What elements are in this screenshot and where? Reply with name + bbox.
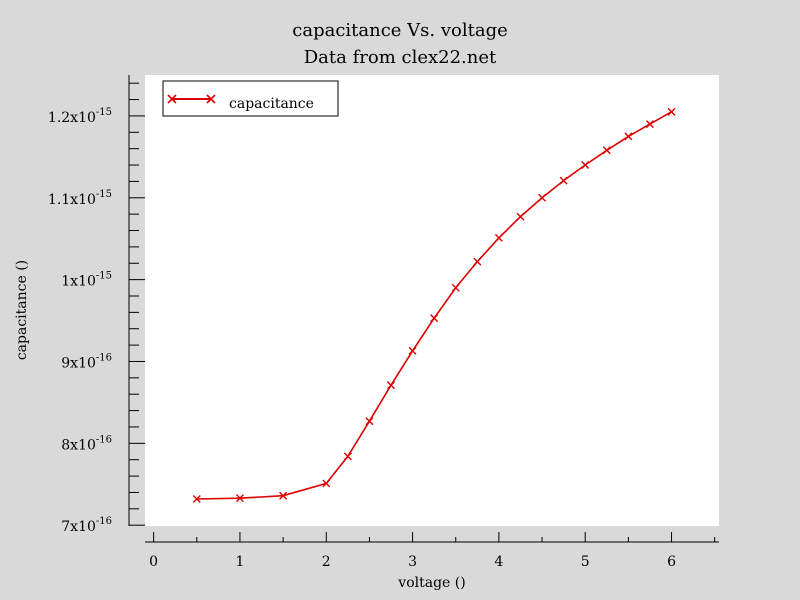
data-point-stroke xyxy=(602,146,611,155)
plot-area xyxy=(145,75,719,526)
legend: capacitance xyxy=(162,80,339,117)
x-tick-label: 0 xyxy=(149,554,158,570)
data-point-stroke xyxy=(494,233,503,242)
data-point xyxy=(602,146,611,155)
data-point xyxy=(645,120,654,129)
data-point-stroke xyxy=(516,212,525,221)
data-point-stroke xyxy=(430,314,439,323)
legend-box xyxy=(162,80,339,117)
y-tick-label: 1x10-15 xyxy=(61,271,112,290)
data-point xyxy=(494,233,503,242)
y-tick-label: 8x10-16 xyxy=(61,434,112,453)
y-tick-label: 7x10-16 xyxy=(61,516,112,535)
data-point xyxy=(387,381,395,390)
y-tick-label: 1.2x10-15 xyxy=(48,107,112,126)
data-point xyxy=(538,193,547,202)
data-point-stroke xyxy=(645,120,654,129)
data-point xyxy=(322,479,331,488)
data-point-stroke xyxy=(538,193,547,202)
x-axis-label: voltage () xyxy=(397,575,465,591)
data-point-stroke xyxy=(192,494,201,503)
x-tick-label: 6 xyxy=(667,554,676,570)
data-point xyxy=(559,176,568,185)
data-point xyxy=(408,346,417,355)
y-tick-label: 1.1x10-15 xyxy=(48,189,112,208)
x-tick-label: 3 xyxy=(408,554,417,570)
data-point xyxy=(279,491,288,500)
data-point xyxy=(192,494,201,503)
y-tick-label: 9x10-16 xyxy=(61,352,112,371)
data-point-stroke xyxy=(322,479,331,488)
data-point xyxy=(581,161,590,170)
chart-title: capacitance Vs. voltage xyxy=(292,20,508,41)
x-tick-label: 1 xyxy=(235,554,244,570)
data-point xyxy=(430,314,439,323)
x-tick-label: 4 xyxy=(494,554,503,570)
data-point-stroke xyxy=(667,107,676,116)
legend-label: capacitance xyxy=(229,96,314,112)
data-point-stroke xyxy=(451,283,460,292)
data-point-stroke xyxy=(279,491,288,500)
data-point xyxy=(516,212,525,221)
chart-subtitle: Data from clex22.net xyxy=(304,47,497,68)
data-point-stroke xyxy=(387,381,395,390)
series-line xyxy=(196,111,672,500)
data-point xyxy=(365,417,374,426)
series-layer xyxy=(192,107,676,503)
legend-marker xyxy=(167,94,177,104)
data-point-stroke xyxy=(408,346,417,355)
data-point xyxy=(667,107,676,116)
y-axis-label: capacitance () xyxy=(14,260,30,360)
data-point-stroke xyxy=(624,132,633,141)
x-tick-label: 5 xyxy=(581,554,590,570)
data-point-stroke xyxy=(235,494,244,503)
data-point-stroke xyxy=(581,161,590,170)
data-point xyxy=(343,452,352,461)
data-point xyxy=(235,494,244,503)
data-point-stroke xyxy=(559,176,568,185)
data-point-stroke xyxy=(365,417,374,426)
data-point xyxy=(624,132,633,141)
data-point xyxy=(473,257,482,266)
x-tick-label: 2 xyxy=(322,554,331,570)
data-point-stroke xyxy=(343,452,352,461)
data-point xyxy=(451,283,460,292)
data-point-stroke xyxy=(473,257,482,266)
legend-marker xyxy=(206,94,216,104)
axes: 0 1 2 3 4 5 6 7x10-16 8x10-16 9x10-16 1x10-15 1.1x1… xyxy=(48,75,719,570)
legend-markers xyxy=(167,94,216,104)
